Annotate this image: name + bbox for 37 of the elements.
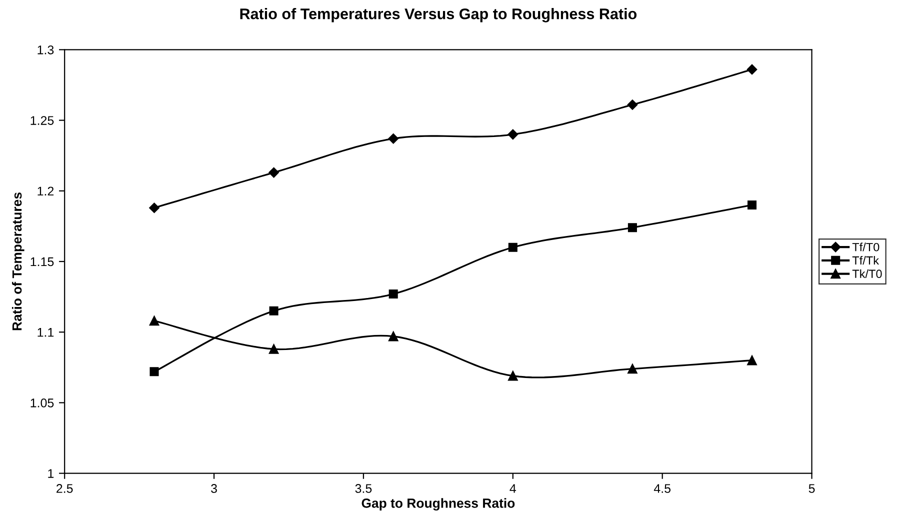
legend-label: Tf/Tk — [852, 256, 880, 265]
y-axis-title: Ratio of Temperatures — [12, 192, 24, 330]
point — [508, 371, 518, 381]
y-tick-label: 1.25 — [30, 116, 54, 125]
y-tick-label: 1.05 — [30, 398, 54, 408]
point — [508, 129, 518, 140]
y-tick-label: 1.3 — [38, 45, 54, 54]
x-tick-label: 4.5 — [654, 484, 671, 493]
y-tick-label: 1 — [48, 469, 54, 478]
x-tick-label: 4 — [510, 484, 516, 493]
point — [747, 355, 757, 366]
x-tick-label: 3 — [211, 484, 217, 493]
point — [269, 306, 278, 316]
point — [746, 64, 758, 75]
x-tick-label: 5 — [808, 484, 815, 493]
y-tick-label: 1.2 — [38, 186, 54, 196]
point — [149, 316, 160, 326]
point — [388, 289, 398, 298]
point — [149, 202, 160, 213]
point — [627, 100, 638, 110]
point — [628, 364, 638, 374]
x-tick-label: 3.5 — [355, 484, 372, 493]
point — [150, 367, 159, 376]
x-tick-label: 2.5 — [56, 484, 73, 493]
point — [388, 331, 398, 342]
point — [508, 242, 518, 252]
chart-title: Ratio of Temperatures Versus Gap to Roughness Ratio — [240, 8, 637, 22]
y-tick-label: 1.1 — [38, 328, 54, 337]
point — [388, 134, 398, 144]
x-axis-title: Gap to Roughness Ratio — [362, 498, 515, 511]
legend-label: Tf/T0 — [852, 242, 880, 252]
point — [628, 223, 637, 232]
legend-label: Tk/T0 — [852, 269, 882, 278]
point — [747, 200, 757, 210]
point — [268, 167, 279, 178]
y-tick-label: 1.15 — [30, 257, 54, 266]
point — [268, 344, 279, 354]
